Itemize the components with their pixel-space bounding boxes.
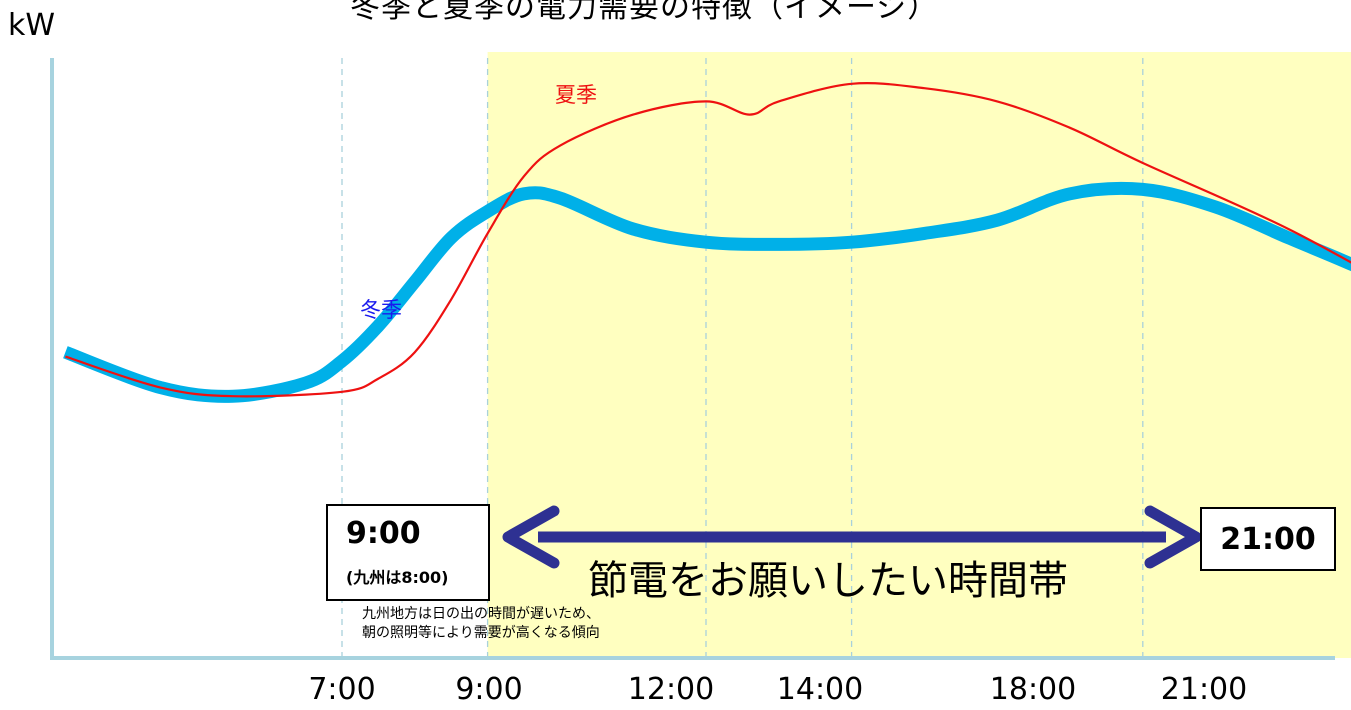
y-axis-label: kW <box>8 8 56 43</box>
x-tick-label: 14:00 <box>776 672 864 707</box>
series-label-summer: 夏季 <box>555 83 597 107</box>
x-tick-label: 18:00 <box>989 672 1077 707</box>
kyushu-note: 九州地方は日の出の時間が遅いため、 朝の照明等により需要が高くなる傾向 <box>362 605 600 643</box>
series-line-summer <box>65 82 1351 398</box>
note-line: 九州地方は日の出の時間が遅いため、 <box>362 606 600 622</box>
note-line: 朝の照明等により需要が高くなる傾向 <box>362 625 600 641</box>
series-line-winter <box>63 181 1351 403</box>
x-tick-label: 21:00 <box>1160 672 1248 707</box>
series-label-winter: 冬季 <box>360 298 402 322</box>
band-start-label: 9:00 <box>346 516 421 551</box>
band-arrow-head-right <box>1144 505 1202 569</box>
band-end-box: 21:00 <box>1200 507 1336 571</box>
x-tick-label: 7:00 <box>308 672 376 707</box>
band-arrow-head-left <box>502 505 560 569</box>
band-start-box: 9:00 (九州は8:00) <box>326 504 490 601</box>
band-label: 節電をお願いしたい時間帯 <box>588 558 1068 604</box>
band-end-label: 21:00 <box>1220 522 1316 557</box>
band-start-sublabel: (九州は8:00) <box>346 568 449 587</box>
x-tick-label: 12:00 <box>627 672 715 707</box>
chart-title: 冬季と夏季の電力需要の特徴（イメージ） <box>350 0 939 25</box>
x-tick-label: 9:00 <box>455 672 523 707</box>
